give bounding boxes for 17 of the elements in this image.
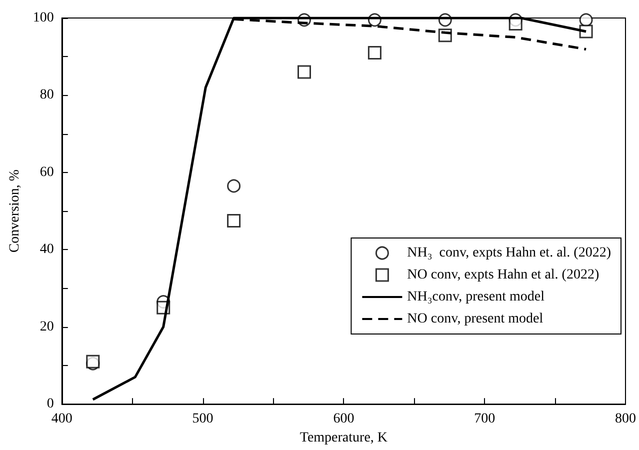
y-tick-label: 40	[40, 242, 54, 258]
y-tick-label: 60	[40, 164, 54, 180]
x-tick-label: 700	[474, 412, 496, 427]
legend-label: NO conv, present model	[407, 312, 544, 326]
y-tick-label: 20	[40, 319, 54, 334]
x-tick-label: 400	[51, 412, 72, 427]
legend-label: NH₃conv, present model	[407, 290, 545, 304]
y-tick-label: 80	[40, 88, 54, 103]
legend-label: NO conv, expts Hahn et al. (2022)	[407, 268, 600, 282]
x-tick-label: 500	[192, 412, 214, 427]
y-axis-title: Conversion, %	[8, 169, 22, 253]
legend-label: NH₃ conv, expts Hahn et. al. (2022)	[407, 246, 612, 260]
x-tick-label: 600	[333, 412, 354, 427]
x-axis-title: Temperature, K	[300, 430, 388, 446]
x-tick-label: 800	[615, 412, 636, 427]
y-tick-label: 100	[32, 10, 54, 26]
y-tick-label: 0	[46, 396, 54, 412]
